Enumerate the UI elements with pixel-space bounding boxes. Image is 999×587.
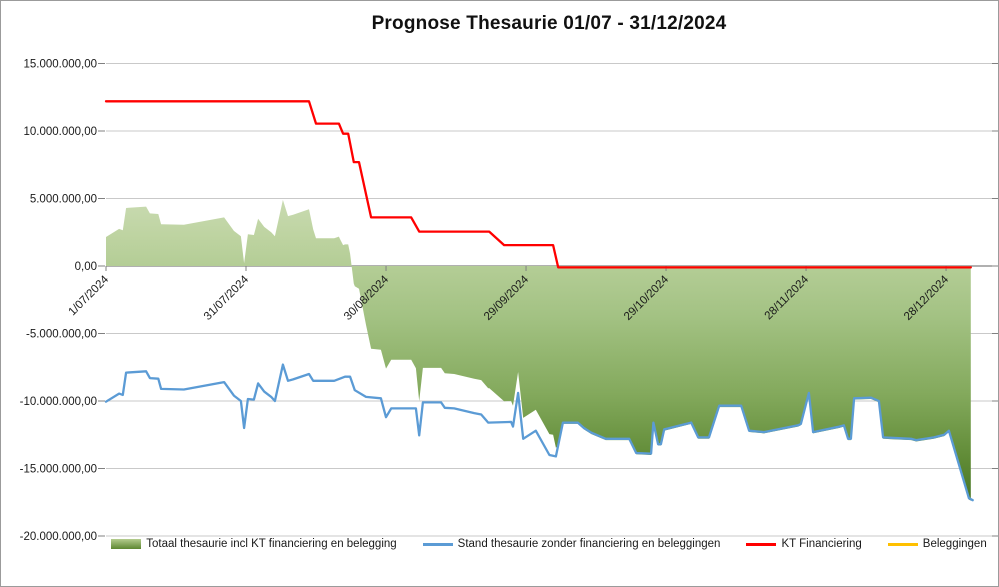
area-swatch-icon <box>111 539 142 549</box>
red-line-swatch-icon <box>746 542 777 546</box>
yellow-line-swatch-icon <box>887 542 918 546</box>
legend-label: Beleggingen <box>922 538 987 550</box>
y-axis-label: 15.000.000,00 <box>23 59 97 71</box>
legend-item-totaal-thesaurie: Totaal thesaurie incl KT financiering en… <box>111 538 397 550</box>
y-axis-label: 10.000.000,00 <box>23 126 97 138</box>
legend-label: KT Financiering <box>781 538 862 550</box>
area-series-totaal-thesaurie <box>106 199 971 501</box>
y-axis-label: 0,00 <box>75 261 97 273</box>
y-axis-label: -15.000.000,00 <box>20 464 97 476</box>
legend: Totaal thesaurie incl KT financiering en… <box>106 538 992 550</box>
legend-label: Stand thesaurie zonder financiering en b… <box>457 538 721 550</box>
chart-title: Prognose Thesaurie 01/07 - 31/12/2024 <box>371 13 727 34</box>
line-series-stand-thesaurie <box>104 363 974 502</box>
y-axis-label: -5.000.000,00 <box>26 329 97 341</box>
legend-item-beleggingen: Beleggingen <box>887 538 987 550</box>
y-axis-label: -10.000.000,00 <box>20 396 97 408</box>
y-axis-label: 5.000.000,00 <box>30 194 97 206</box>
legend-item-kt-financiering: KT Financiering <box>746 538 862 550</box>
blue-line-swatch-icon <box>422 542 453 546</box>
y-axis-label: -20.000.000,00 <box>20 531 97 543</box>
x-axis-label: 31/07/2024 <box>202 273 252 323</box>
legend-label: Totaal thesaurie incl KT financiering en… <box>146 538 397 550</box>
legend-item-stand-thesaurie: Stand thesaurie zonder financiering en b… <box>422 538 721 550</box>
x-axis-label: 1/07/2024 <box>66 273 111 318</box>
line-series-kt-financiering <box>104 100 972 269</box>
